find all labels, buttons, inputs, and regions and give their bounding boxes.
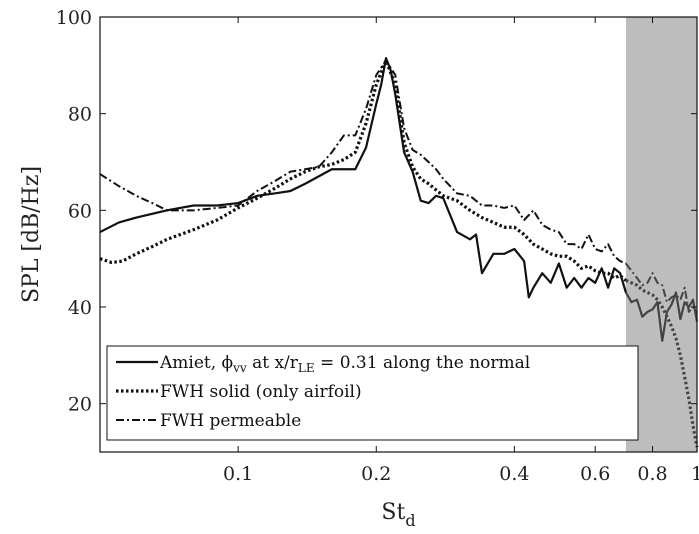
x-tick-label: 0.1 [223,463,253,485]
legend-label-amiet-part2: at x/r [247,353,299,373]
y-axis-label: SPL [dB/Hz] [19,166,44,303]
legend-label-amiet-part3: = 0.31 along the normal [315,353,531,373]
legend-label-amiet-sub1: vv [232,361,247,375]
legend-label-fwh-solid: FWH solid (only airfoil) [160,382,362,402]
series-line-amiet [99,56,627,299]
series-line-shaded-fwh-solid [625,278,699,448]
y-tick-label: 60 [68,200,92,222]
x-axis-label-subscript: d [405,511,415,530]
legend-label-fwh-permeable: FWH permeable [160,411,301,431]
legend-label-amiet: Amiet, ϕvv at x/rLE = 0.31 along the nor… [159,353,530,375]
x-axis-label-main: St [381,500,405,525]
axes-frame [99,16,698,453]
legend-label-amiet-sub2: LE [298,361,315,375]
series-line-fwh-permeable [99,59,627,265]
x-tick-label: 0.2 [361,463,391,485]
series-line-shaded-fwh-permeable [625,262,698,313]
y-tick-label: 40 [68,297,92,319]
y-tick-label: 20 [68,394,92,416]
x-axis-label: Std [381,500,415,530]
x-tick-label: 1 [691,463,699,485]
y-tick-label: 80 [68,104,92,126]
series-line-shaded-amiet [624,291,699,342]
y-tick-label: 100 [56,7,92,29]
x-tick-label: 0.4 [499,463,529,485]
x-tick-label: 0.8 [637,463,667,485]
x-tick-label: 0.6 [580,463,610,485]
tick-layer: 0.1 0.2 0.4 0.6 0.8 1 20 40 60 80 100 [56,7,699,485]
legend-label-amiet-part1: Amiet, ϕ [159,353,233,373]
legend-box [106,345,639,441]
series-layer [99,56,699,448]
legend: Amiet, ϕvv at x/rLE = 0.31 along the nor… [106,345,639,441]
